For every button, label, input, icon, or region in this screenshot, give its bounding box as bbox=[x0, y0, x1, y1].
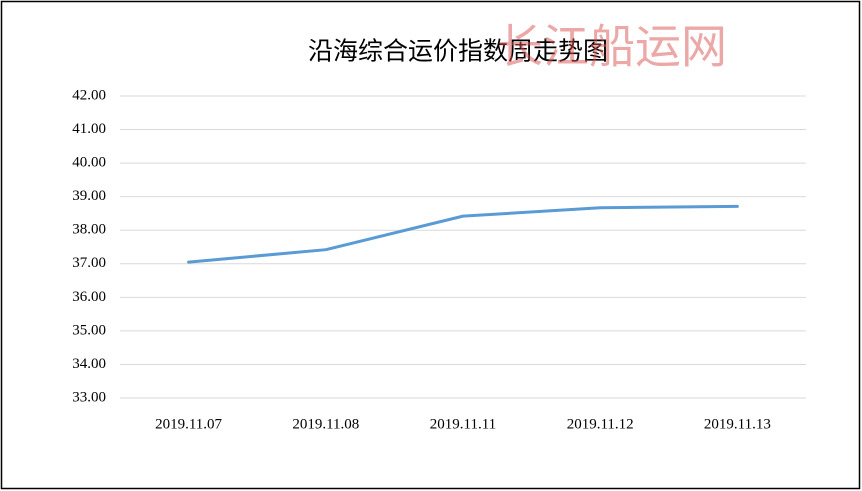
watermark: 长江船运网 bbox=[497, 20, 727, 74]
y-tick-label: 41.00 bbox=[72, 121, 106, 137]
y-tick-label: 40.00 bbox=[72, 155, 106, 171]
x-tick-label: 2019.11.13 bbox=[704, 416, 771, 432]
x-tick-label: 2019.11.08 bbox=[292, 416, 359, 432]
y-tick-label: 42.00 bbox=[72, 87, 106, 103]
x-tick-label: 2019.11.12 bbox=[567, 416, 634, 432]
y-tick-label: 33.00 bbox=[72, 389, 106, 405]
line-series bbox=[187, 204, 739, 264]
y-tick-label: 35.00 bbox=[72, 322, 106, 338]
chart-title: 沿海综合运价指数周走势图 bbox=[308, 38, 608, 66]
x-tick-label: 2019.11.07 bbox=[155, 416, 222, 432]
y-tick-label: 38.00 bbox=[72, 222, 106, 238]
y-tick-label: 37.00 bbox=[72, 255, 106, 271]
y-tick-label: 39.00 bbox=[72, 188, 106, 204]
y-tick-label: 36.00 bbox=[72, 289, 106, 305]
x-tick-label: 2019.11.11 bbox=[430, 416, 496, 432]
y-tick-label: 34.00 bbox=[72, 356, 106, 372]
